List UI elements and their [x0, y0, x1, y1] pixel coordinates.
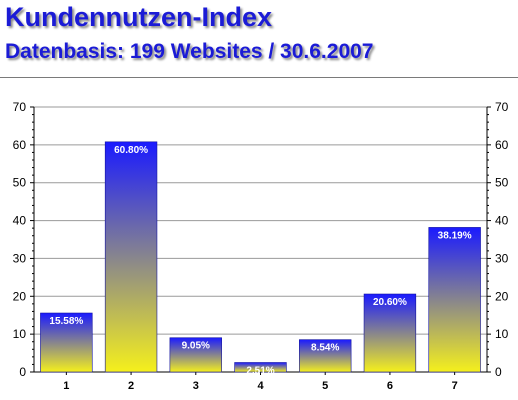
- x-tick-label: 7: [452, 380, 458, 392]
- bar-data-label: 20.60%: [373, 297, 407, 308]
- bar: [234, 362, 287, 373]
- bar-data-label: 2.51%: [246, 365, 274, 376]
- bar-data-label: 38.19%: [438, 230, 472, 241]
- x-tick-label: 4: [257, 380, 264, 392]
- y-tick-label-left: 70: [13, 100, 27, 114]
- bar: [299, 339, 352, 373]
- bar-data-label: 9.05%: [182, 341, 210, 352]
- bar: [40, 312, 93, 373]
- data-labels: 15.58% 60.80% 9.05% 2.51% 8.54% 20.60% 38.19%: [49, 145, 471, 377]
- y-tick-label-right: 70: [495, 100, 509, 114]
- y-tick-label-left: 30: [13, 251, 27, 265]
- x-tick-label: 6: [387, 380, 393, 392]
- y-tick-label-left: 50: [13, 176, 27, 190]
- y-tick-label-right: 30: [495, 251, 509, 265]
- bar: [169, 337, 222, 373]
- y-tick-label-right: 50: [495, 176, 509, 190]
- bars: [40, 141, 481, 373]
- x-tick-label: 2: [128, 380, 134, 392]
- y-tick-label-right: 10: [495, 327, 509, 341]
- bar: [104, 141, 158, 373]
- gridlines: [34, 106, 487, 335]
- axes: [30, 106, 491, 375]
- x-tick-label: 5: [322, 380, 328, 392]
- y-tick-label-left: 20: [13, 289, 27, 303]
- title-divider: [0, 77, 518, 78]
- chart-title: Kundennutzen-Index: [5, 2, 272, 32]
- tick-labels: 0 0 10 10 20 20 30 30 40 40 50 50 60 60 70 70 1 2 3 4 5 6 7: [13, 100, 509, 392]
- y-tick-label-left: 60: [13, 138, 27, 152]
- y-tick-label-right: 60: [495, 138, 509, 152]
- y-tick-label-left: 0: [19, 365, 26, 379]
- bar-data-label: 60.80%: [114, 145, 148, 156]
- chart-subtitle: Datenbasis: 199 Websites / 30.6.2007: [5, 40, 374, 63]
- bar-data-label: 8.54%: [311, 343, 339, 354]
- y-tick-label-right: 40: [495, 214, 509, 228]
- x-tick-label: 3: [193, 380, 199, 392]
- y-tick-label-left: 40: [13, 214, 27, 228]
- bar-chart: 15.58%60.80%9.05%2.51%8.54%20.60%38.19% …: [13, 100, 509, 392]
- bar: [363, 293, 417, 373]
- x-tick-label: 1: [63, 380, 69, 392]
- y-tick-label-right: 20: [495, 289, 509, 303]
- y-tick-label-left: 10: [13, 327, 27, 341]
- bar: [428, 227, 481, 373]
- y-tick-label-right: 0: [495, 365, 502, 379]
- bar-data-label: 15.58%: [49, 316, 83, 327]
